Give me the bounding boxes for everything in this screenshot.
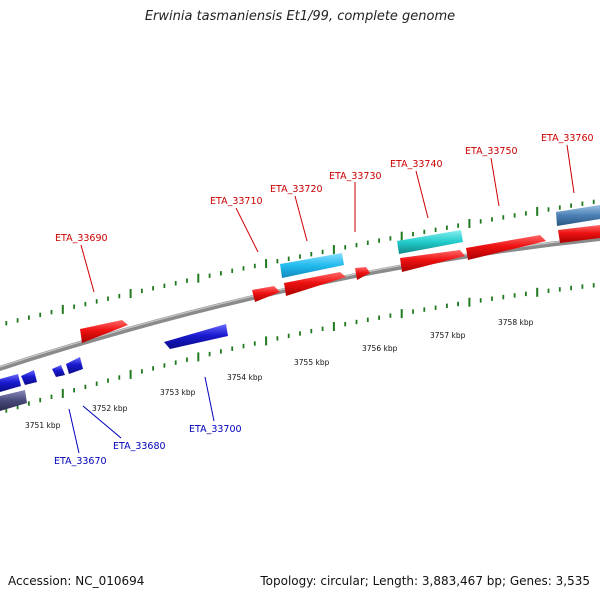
- scale-label-3751: 3751 kbp: [25, 421, 61, 430]
- feature-light-blue-eta-33720[interactable]: [280, 253, 344, 278]
- gene-label-eta-33760[interactable]: ETA_33760: [541, 133, 594, 144]
- scale-label-3756: 3756 kbp: [362, 344, 398, 353]
- scale-label-3753: 3753 kbp: [160, 388, 196, 397]
- cds-forward-eta-33690[interactable]: [80, 320, 128, 343]
- gene-label-eta-33730[interactable]: ETA_33730: [329, 171, 382, 182]
- scale-label-3754: 3754 kbp: [227, 373, 263, 382]
- cds-forward[interactable]: [284, 272, 346, 296]
- cds-reverse-eta-33670[interactable]: [52, 365, 65, 377]
- gene-label-eta-33700[interactable]: ETA_33700: [189, 424, 242, 435]
- gene-label-eta-33750[interactable]: ETA_33750: [465, 146, 518, 157]
- accession-text: Accession: NC_010694: [8, 574, 145, 588]
- genome-summary-text: Topology: circular; Length: 3,883,467 bp…: [260, 574, 590, 588]
- scale-label-3752: 3752 kbp: [92, 404, 128, 413]
- cds-forward-eta-33740[interactable]: [400, 250, 465, 272]
- gene-label-eta-33690[interactable]: ETA_33690: [55, 233, 108, 244]
- feature-slate[interactable]: [0, 390, 27, 411]
- cds-reverse[interactable]: [21, 370, 37, 385]
- cds-reverse-eta-33700[interactable]: [164, 324, 228, 349]
- forward-label-leaders: [80, 144, 575, 293]
- upper-tick-track: [5, 199, 595, 326]
- cds-reverse-eta-33680[interactable]: [66, 357, 83, 374]
- forward-cds-track: [80, 225, 600, 343]
- cds-forward-eta-33710[interactable]: [252, 286, 280, 302]
- scale-label-3757: 3757 kbp: [430, 331, 466, 340]
- gene-label-eta-33710[interactable]: ETA_33710: [210, 196, 263, 207]
- cds-forward-eta-33760[interactable]: [558, 225, 600, 243]
- gene-label-eta-33740[interactable]: ETA_33740: [390, 159, 443, 170]
- map-title: Erwinia tasmaniensis Et1/99, complete ge…: [144, 9, 456, 24]
- scale-label-3755: 3755 kbp: [294, 358, 330, 367]
- cds-forward-eta-33730[interactable]: [355, 267, 370, 280]
- reverse-label-leaders: [68, 376, 215, 454]
- feature-cyan-eta-33740[interactable]: [397, 230, 463, 254]
- feature-steel-blue[interactable]: [556, 205, 600, 226]
- scale-label-3758: 3758 kbp: [498, 318, 534, 327]
- gene-label-eta-33680[interactable]: ETA_33680: [113, 441, 166, 452]
- gene-label-eta-33670[interactable]: ETA_33670: [54, 456, 107, 467]
- lower-tick-track: [5, 283, 595, 413]
- cds-reverse[interactable]: [0, 374, 21, 392]
- reverse-cds-track: [0, 324, 228, 411]
- cds-forward-eta-33750[interactable]: [466, 235, 546, 260]
- gene-label-eta-33720[interactable]: ETA_33720: [270, 184, 323, 195]
